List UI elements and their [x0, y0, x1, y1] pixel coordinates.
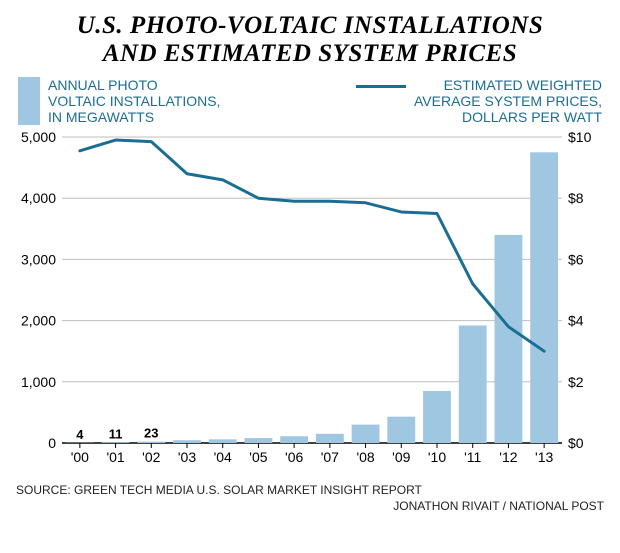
legend-bars: ANNUAL PHOTO VOLTAIC INSTALLATIONS, IN M… — [18, 77, 220, 125]
bar — [459, 326, 487, 444]
price-line — [80, 140, 544, 351]
x-tick-label: '01 — [106, 449, 124, 465]
y-left-tick: 5,000 — [21, 129, 56, 145]
y-right-tick: $0 — [568, 435, 584, 451]
x-tick-label: '00 — [71, 449, 89, 465]
bar — [495, 235, 523, 443]
y-left-tick: 3,000 — [21, 252, 56, 268]
y-left-tick: 0 — [48, 435, 56, 451]
x-tick-label: '07 — [321, 449, 339, 465]
chart: 0 1,000 2,000 3,000 4,000 5,000 $0 $2 $4 $6 $8 $10 4… — [12, 129, 608, 469]
y-right-tick: $8 — [568, 190, 584, 206]
bar-value-label: 23 — [144, 426, 158, 441]
line-swatch-icon — [356, 85, 406, 88]
bar — [137, 442, 165, 443]
bar — [316, 434, 344, 443]
x-tick-label: '11 — [464, 449, 481, 465]
x-tick-label: '09 — [392, 449, 410, 465]
x-tick-label: '13 — [535, 449, 553, 465]
x-tick-label: '06 — [285, 449, 303, 465]
bar-value-label: 4 — [76, 427, 84, 442]
legend-bars-label: ANNUAL PHOTO VOLTAIC INSTALLATIONS, IN M… — [48, 77, 220, 125]
x-tick-label: '02 — [142, 449, 160, 465]
x-tick-label: '04 — [214, 449, 232, 465]
bar — [352, 425, 380, 443]
x-tick-label: '08 — [356, 449, 374, 465]
title-line: AND ESTIMATED SYSTEM PRICES — [103, 40, 517, 67]
x-tick-label: '05 — [249, 449, 267, 465]
bar — [423, 391, 451, 443]
legend-line: ESTIMATED WEIGHTED AVERAGE SYSTEM PRICES… — [356, 77, 602, 125]
y-right-tick: $2 — [568, 374, 584, 390]
legend-line-label: ESTIMATED WEIGHTED AVERAGE SYSTEM PRICES… — [414, 77, 602, 125]
bar — [245, 438, 273, 443]
bar-swatch-icon — [18, 77, 40, 125]
chart-title: U.S. PHOTO-VOLTAIC INSTALLATIONS AND EST… — [12, 12, 608, 67]
y-right-tick: $4 — [568, 313, 584, 329]
y-right-tick: $6 — [568, 252, 584, 268]
bar — [173, 441, 201, 444]
bar — [530, 153, 558, 444]
chart-svg: 0 1,000 2,000 3,000 4,000 5,000 $0 $2 $4 $6 $8 $10 4… — [12, 129, 608, 469]
y-left-tick: 2,000 — [21, 313, 56, 329]
y-left-tick: 4,000 — [21, 190, 56, 206]
y-left-tick: 1,000 — [21, 374, 56, 390]
bar — [280, 437, 308, 444]
bar — [102, 443, 130, 444]
credit-text: JONATHON RIVAIT / NATIONAL POST — [12, 497, 608, 513]
title-line: U.S. PHOTO-VOLTAIC INSTALLATIONS — [77, 12, 544, 39]
x-tick-label: '03 — [178, 449, 196, 465]
x-tick-label: '10 — [428, 449, 446, 465]
legend: ANNUAL PHOTO VOLTAIC INSTALLATIONS, IN M… — [18, 77, 602, 125]
source-text: SOURCE: GREEN TECH MEDIA U.S. SOLAR MARK… — [12, 483, 608, 497]
y-right-tick: $10 — [568, 129, 592, 145]
x-tick-label: '12 — [499, 449, 517, 465]
bar — [209, 440, 237, 444]
bar-value-label: 11 — [109, 427, 123, 442]
bar — [387, 417, 415, 443]
